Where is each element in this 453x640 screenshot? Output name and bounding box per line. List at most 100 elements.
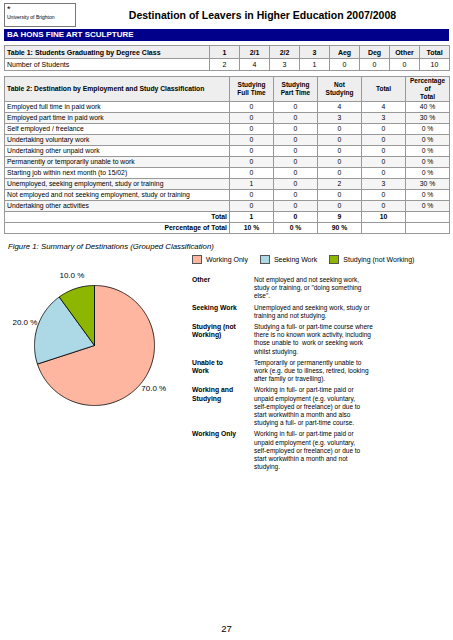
html-text:Working in full- or part-time: Working in full- or part-time paid or un…	[254, 386, 361, 427]
html-text:Studying Part Time: Studying Part Time	[280, 81, 311, 96]
html-text:0 %: 0 %	[421, 136, 434, 143]
html-text:Studying (not Working): Studying (not Working)	[343, 256, 415, 263]
html-text:Total: Total	[376, 85, 391, 92]
html-text:0: 0	[381, 136, 386, 143]
html-text:Other: Other	[192, 276, 211, 283]
html-text:Total: Total	[426, 48, 443, 56]
html-text:Employed full time in paid wor: Employed full time in paid work	[7, 103, 101, 110]
html-text:Number of Students: Number of Students	[7, 61, 70, 68]
html-text:0: 0	[337, 169, 342, 176]
html-text:0 %: 0 %	[421, 158, 434, 165]
html-text:BA HONS FINE ART SCULPTURE: BA HONS FINE ART SCULPTURE	[7, 30, 134, 39]
html-text:3: 3	[337, 114, 342, 121]
html-text:0: 0	[249, 125, 254, 132]
html-text:1: 1	[222, 48, 227, 56]
html-text:Studying (not Working): Studying (not Working)	[192, 323, 236, 339]
html-text:Unemployed and seeking work, s: Unemployed and seeking work, study or tr…	[254, 303, 370, 319]
html-text:0: 0	[293, 125, 298, 132]
html-text:Studying Full Time: Studying Full Time	[237, 81, 266, 96]
html-text:Undertaking other activities: Undertaking other activities	[7, 202, 89, 209]
html-text:Unable to Work: Unable to Work	[192, 358, 223, 375]
html-text:Employed part time in paid wor: Employed part time in paid work	[7, 114, 104, 121]
html-text:Seeking Work: Seeking Work	[273, 256, 318, 263]
html-text:Permanently or temporarily una: Permanently or temporarily unable to wor…	[7, 158, 135, 165]
html-text:0 %: 0 %	[289, 224, 302, 231]
html-text:0 %: 0 %	[421, 169, 434, 176]
html-text:Figure 1: Summary of Destinati: Figure 1: Summary of Destinations (Group…	[8, 242, 214, 251]
html-text:Seeking Work: Seeking Work	[192, 303, 237, 311]
html-text:Total: Total	[211, 213, 227, 220]
html-text:0 %: 0 %	[421, 125, 434, 132]
html-text:University of Brighton: University of Brighton	[7, 14, 55, 20]
html-text:0 %: 0 %	[421, 202, 434, 209]
html-text:4: 4	[252, 61, 257, 68]
html-text:Starting job within next month: Starting job within next month (to 15/02…	[7, 169, 128, 176]
html-text:0: 0	[402, 61, 407, 68]
html-text:0: 0	[293, 169, 298, 176]
html-text:Not employed and not seeking e: Not employed and not seeking employment,…	[7, 191, 190, 198]
html-text:Table 2: Destination by Employ: Table 2: Destination by Employment and S…	[7, 85, 205, 92]
html-text:0: 0	[337, 158, 342, 165]
html-text:Working and Studying: Working and Studying	[192, 386, 233, 402]
html-text:4: 4	[337, 103, 342, 110]
html-text:0: 0	[249, 103, 254, 110]
html-text:0 %: 0 %	[421, 147, 434, 154]
html-text:0: 0	[337, 147, 342, 154]
svg-text:20.0 %: 20.0 %	[12, 318, 37, 327]
html-text:Studying a full- or part-time: Studying a full- or part-time course whe…	[254, 323, 373, 355]
html-text:0: 0	[337, 125, 342, 132]
html-text:0: 0	[293, 147, 298, 154]
html-text:0: 0	[293, 103, 298, 110]
svg-text:70.0 %: 70.0 %	[141, 384, 166, 393]
html-text:2: 2	[222, 61, 227, 68]
html-text:0 %: 0 %	[421, 191, 434, 198]
html-text:2/2: 2/2	[279, 48, 290, 56]
html-text:Destination of Leavers in High: Destination of Leavers in Higher Educati…	[128, 9, 397, 21]
html-text:0: 0	[249, 147, 254, 154]
html-text:Not Studying: Not Studying	[325, 81, 354, 96]
html-text:Self employed / freelance: Self employed / freelance	[7, 125, 84, 132]
html-text:30 %: 30 %	[419, 114, 436, 121]
html-text:Table 1: Students Graduating b: Table 1: Students Graduating by Degree C…	[7, 48, 161, 56]
html-text:Deg: Deg	[367, 48, 382, 56]
html-text:4: 4	[381, 103, 386, 110]
html-text:Aeg: Aeg	[337, 48, 352, 56]
svg-text:10.0 %: 10.0 %	[59, 271, 84, 280]
html-text:2/1: 2/1	[249, 48, 260, 56]
html-text:0: 0	[381, 147, 386, 154]
html-text:0: 0	[337, 136, 342, 143]
html-text:40 %: 40 %	[419, 103, 436, 110]
html-text:0: 0	[249, 169, 254, 176]
html-text:1: 1	[312, 61, 317, 68]
html-text:30 %: 30 %	[419, 180, 436, 187]
html-text:Undertaking other unpaid work: Undertaking other unpaid work	[7, 147, 100, 154]
html-text:Not employed and not seeking w: Not employed and not seeking work, study…	[254, 276, 362, 300]
html-text:90 %: 90 %	[331, 224, 348, 231]
html-text:0: 0	[381, 125, 386, 132]
html-text:Unemployed, seeking employment: Unemployed, seeking employment, study or…	[7, 180, 164, 187]
html-text:0: 0	[293, 136, 298, 143]
html-text:0: 0	[342, 61, 347, 68]
html-text:Working Only: Working Only	[206, 256, 248, 263]
html-text:10: 10	[430, 61, 439, 68]
html-text:10: 10	[379, 213, 388, 220]
html-text:10 %: 10 %	[243, 224, 260, 231]
html-text:Other: Other	[395, 48, 414, 56]
html-text:27: 27	[221, 623, 232, 634]
html-text:Percentage of Total: Percentage of Total	[164, 224, 227, 231]
html-text:0: 0	[249, 158, 254, 165]
html-text:3: 3	[282, 61, 287, 68]
html-text:3: 3	[312, 48, 317, 56]
html-text:Working Only: Working Only	[192, 430, 237, 438]
html-text:Temporarily or permanently una: Temporarily or permanently unable to wor…	[254, 358, 369, 383]
html-text:0: 0	[249, 136, 254, 143]
html-text:Working in full- or part-time: Working in full- or part-time paid or un…	[254, 430, 361, 471]
html-text:Percentage of Total: Percentage of Total	[410, 77, 445, 100]
html-text:0: 0	[372, 61, 377, 68]
html-text:0: 0	[249, 114, 254, 121]
html-text:0: 0	[293, 158, 298, 165]
html-text:3: 3	[381, 114, 386, 121]
html-text:Undertaking voluntary work: Undertaking voluntary work	[7, 136, 90, 143]
html-text:0: 0	[293, 114, 298, 121]
html-text:0: 0	[381, 158, 386, 165]
